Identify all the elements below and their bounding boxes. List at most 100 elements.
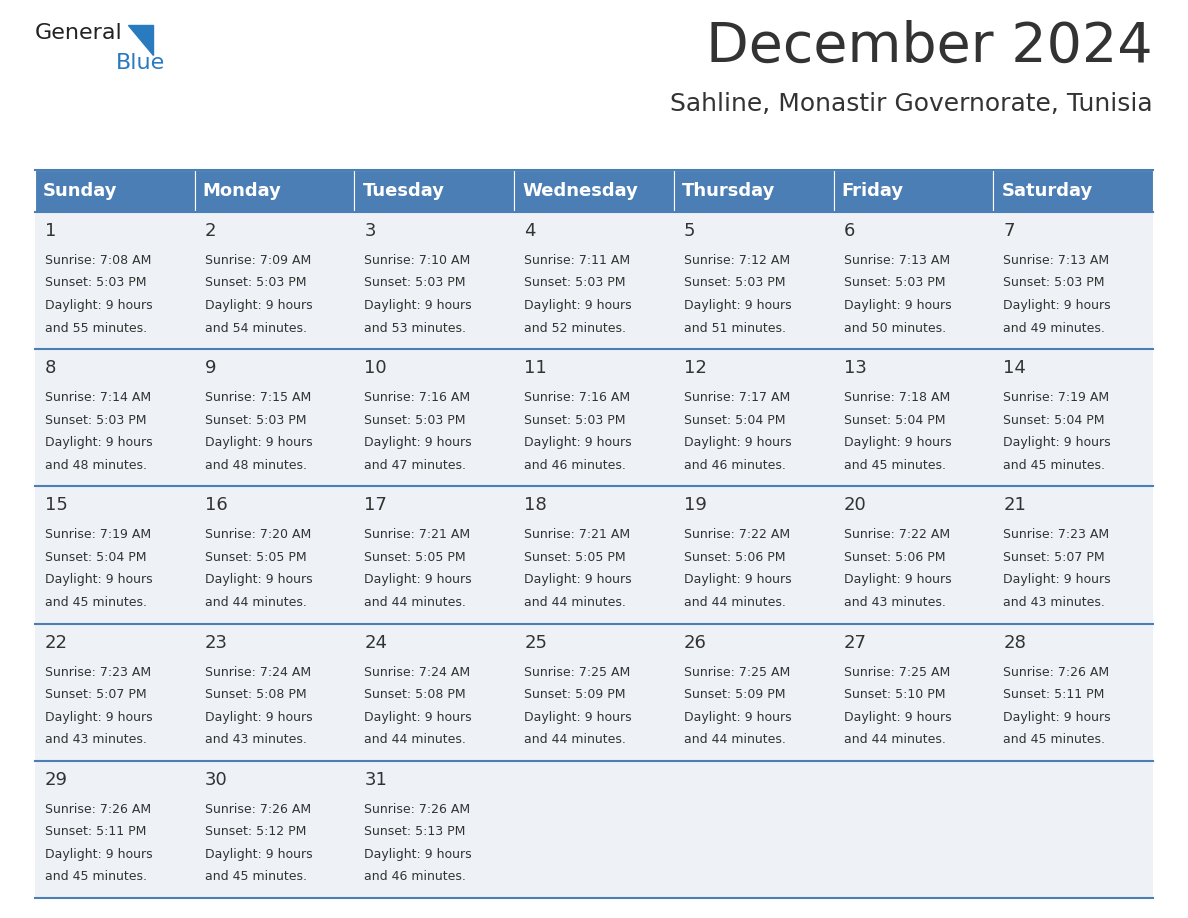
Text: 23: 23 [204, 633, 228, 652]
Text: and 45 minutes.: and 45 minutes. [1004, 459, 1105, 472]
Text: 29: 29 [45, 771, 68, 789]
Text: Sunset: 5:11 PM: Sunset: 5:11 PM [45, 825, 146, 838]
Bar [834, 212, 993, 349]
Bar [514, 349, 674, 487]
Bar [195, 349, 354, 487]
Text: Daylight: 9 hours: Daylight: 9 hours [524, 436, 632, 449]
Bar [674, 212, 834, 349]
Text: Sunset: 5:03 PM: Sunset: 5:03 PM [204, 276, 307, 289]
Text: Sunset: 5:03 PM: Sunset: 5:03 PM [365, 414, 466, 427]
Text: and 46 minutes.: and 46 minutes. [524, 459, 626, 472]
Text: Sunset: 5:03 PM: Sunset: 5:03 PM [843, 276, 946, 289]
Text: Sunset: 5:11 PM: Sunset: 5:11 PM [1004, 688, 1105, 701]
Text: and 44 minutes.: and 44 minutes. [204, 596, 307, 609]
Text: 12: 12 [684, 359, 707, 377]
Text: 31: 31 [365, 771, 387, 789]
Text: Sunset: 5:03 PM: Sunset: 5:03 PM [1004, 276, 1105, 289]
Text: Sunset: 5:05 PM: Sunset: 5:05 PM [365, 551, 466, 564]
Text: and 43 minutes.: and 43 minutes. [45, 733, 147, 746]
Text: and 52 minutes.: and 52 minutes. [524, 321, 626, 334]
Bar [34, 761, 195, 898]
Bar [993, 487, 1154, 623]
Text: Daylight: 9 hours: Daylight: 9 hours [843, 711, 952, 723]
Bar [993, 170, 1154, 212]
Text: Daylight: 9 hours: Daylight: 9 hours [365, 574, 472, 587]
Text: Daylight: 9 hours: Daylight: 9 hours [365, 711, 472, 723]
Text: 6: 6 [843, 222, 855, 240]
Text: and 46 minutes.: and 46 minutes. [365, 870, 467, 883]
Bar [834, 170, 993, 212]
Text: Daylight: 9 hours: Daylight: 9 hours [204, 574, 312, 587]
Text: and 45 minutes.: and 45 minutes. [45, 870, 147, 883]
Text: Daylight: 9 hours: Daylight: 9 hours [843, 574, 952, 587]
Text: and 43 minutes.: and 43 minutes. [843, 596, 946, 609]
Text: and 44 minutes.: and 44 minutes. [365, 596, 467, 609]
Text: Daylight: 9 hours: Daylight: 9 hours [684, 574, 791, 587]
Text: 17: 17 [365, 497, 387, 514]
Text: 15: 15 [45, 497, 68, 514]
Text: Sunrise: 7:13 AM: Sunrise: 7:13 AM [1004, 254, 1110, 267]
Bar [195, 623, 354, 761]
Text: Blue: Blue [115, 53, 165, 73]
Text: 26: 26 [684, 633, 707, 652]
Text: Sunrise: 7:11 AM: Sunrise: 7:11 AM [524, 254, 631, 267]
Text: Sunset: 5:04 PM: Sunset: 5:04 PM [45, 551, 146, 564]
Bar [34, 170, 195, 212]
Text: General: General [34, 23, 122, 43]
Text: and 44 minutes.: and 44 minutes. [365, 733, 467, 746]
Bar [354, 761, 514, 898]
Text: Sunrise: 7:23 AM: Sunrise: 7:23 AM [1004, 529, 1110, 542]
Text: Sunrise: 7:23 AM: Sunrise: 7:23 AM [45, 666, 151, 678]
Bar [195, 487, 354, 623]
Text: Sunset: 5:05 PM: Sunset: 5:05 PM [524, 551, 626, 564]
Text: and 51 minutes.: and 51 minutes. [684, 321, 785, 334]
Text: Daylight: 9 hours: Daylight: 9 hours [524, 574, 632, 587]
Text: Daylight: 9 hours: Daylight: 9 hours [365, 436, 472, 449]
Text: Daylight: 9 hours: Daylight: 9 hours [45, 711, 152, 723]
Text: Sunset: 5:03 PM: Sunset: 5:03 PM [524, 276, 626, 289]
Text: 30: 30 [204, 771, 227, 789]
Bar [34, 623, 195, 761]
Text: Sunset: 5:06 PM: Sunset: 5:06 PM [684, 551, 785, 564]
Text: and 54 minutes.: and 54 minutes. [204, 321, 307, 334]
Text: Tuesday: Tuesday [362, 182, 444, 200]
Text: and 48 minutes.: and 48 minutes. [204, 459, 307, 472]
Text: Daylight: 9 hours: Daylight: 9 hours [365, 848, 472, 861]
Text: Sunrise: 7:08 AM: Sunrise: 7:08 AM [45, 254, 151, 267]
Text: and 55 minutes.: and 55 minutes. [45, 321, 147, 334]
Text: Sunset: 5:07 PM: Sunset: 5:07 PM [1004, 551, 1105, 564]
Text: Daylight: 9 hours: Daylight: 9 hours [684, 436, 791, 449]
Text: Sunrise: 7:24 AM: Sunrise: 7:24 AM [365, 666, 470, 678]
Text: Sunset: 5:09 PM: Sunset: 5:09 PM [684, 688, 785, 701]
Text: Sunset: 5:03 PM: Sunset: 5:03 PM [45, 276, 146, 289]
Text: 21: 21 [1004, 497, 1026, 514]
Text: Daylight: 9 hours: Daylight: 9 hours [204, 299, 312, 312]
Text: Daylight: 9 hours: Daylight: 9 hours [524, 299, 632, 312]
Text: Sunrise: 7:15 AM: Sunrise: 7:15 AM [204, 391, 311, 404]
Text: Sunrise: 7:16 AM: Sunrise: 7:16 AM [365, 391, 470, 404]
Bar [34, 349, 195, 487]
Bar [514, 761, 674, 898]
Text: Sunset: 5:08 PM: Sunset: 5:08 PM [204, 688, 307, 701]
Bar [514, 487, 674, 623]
Text: Sunset: 5:12 PM: Sunset: 5:12 PM [204, 825, 307, 838]
Text: and 43 minutes.: and 43 minutes. [1004, 596, 1105, 609]
Bar [514, 170, 674, 212]
Bar [834, 349, 993, 487]
Bar [674, 761, 834, 898]
Text: Sunset: 5:04 PM: Sunset: 5:04 PM [684, 414, 785, 427]
Text: 20: 20 [843, 497, 866, 514]
Text: Sunrise: 7:10 AM: Sunrise: 7:10 AM [365, 254, 470, 267]
Text: Daylight: 9 hours: Daylight: 9 hours [843, 436, 952, 449]
Text: and 43 minutes.: and 43 minutes. [204, 733, 307, 746]
Bar [993, 212, 1154, 349]
Text: Sunset: 5:03 PM: Sunset: 5:03 PM [45, 414, 146, 427]
Text: and 44 minutes.: and 44 minutes. [684, 596, 785, 609]
Bar [514, 212, 674, 349]
Text: Sunset: 5:05 PM: Sunset: 5:05 PM [204, 551, 307, 564]
Text: Sunset: 5:08 PM: Sunset: 5:08 PM [365, 688, 466, 701]
Text: 18: 18 [524, 497, 546, 514]
Bar [195, 761, 354, 898]
Text: Saturday: Saturday [1001, 182, 1093, 200]
Text: Sunrise: 7:25 AM: Sunrise: 7:25 AM [684, 666, 790, 678]
